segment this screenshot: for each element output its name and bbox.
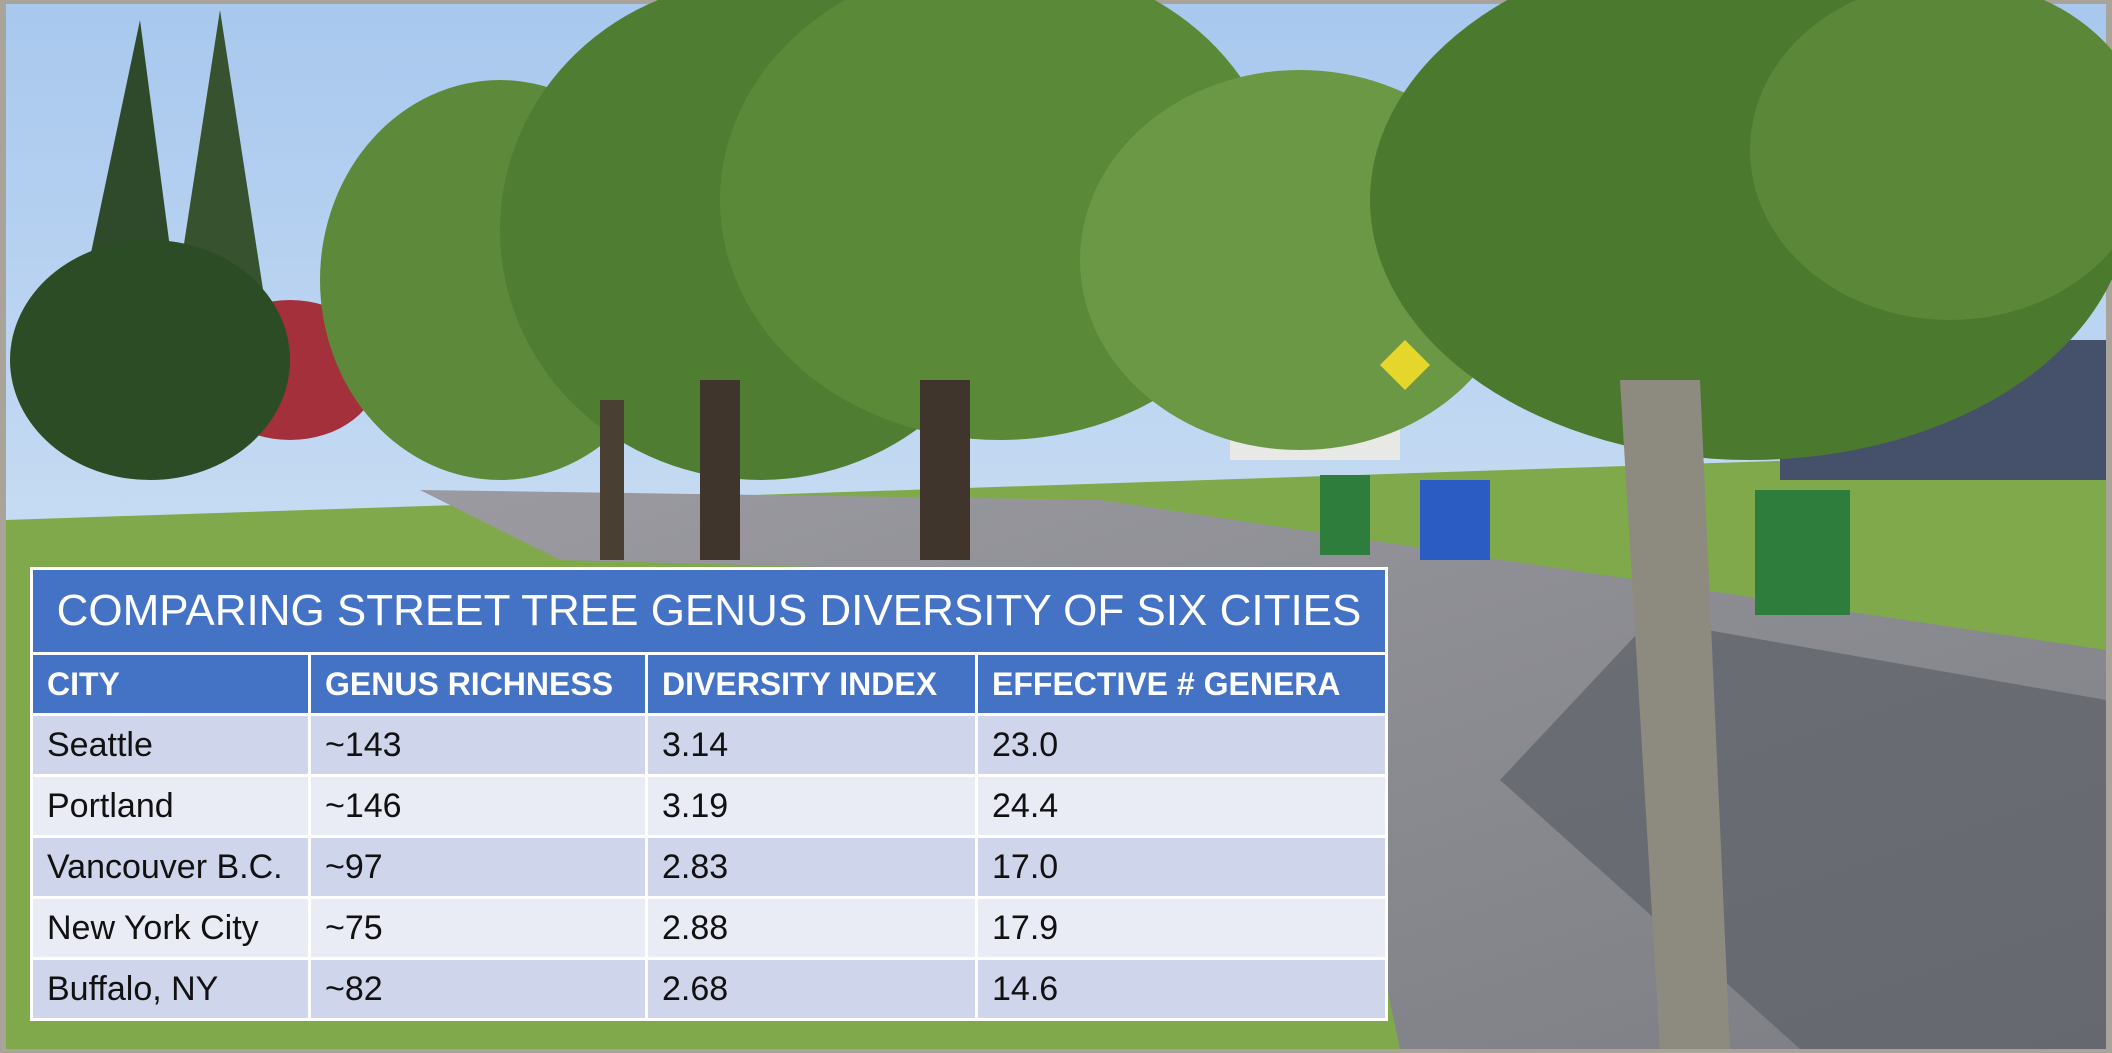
header-cell: GENUS RICHNESS xyxy=(310,654,647,715)
table-cell: 14.6 xyxy=(977,959,1387,1020)
table-title: COMPARING STREET TREE GENUS DIVERSITY OF… xyxy=(32,569,1387,654)
trunk xyxy=(600,400,624,560)
trunk xyxy=(700,380,740,560)
table-cell: New York City xyxy=(32,898,310,959)
table-cell: ~82 xyxy=(310,959,647,1020)
table-cell: 17.9 xyxy=(977,898,1387,959)
bin xyxy=(1420,480,1490,560)
bin xyxy=(1320,475,1370,555)
header-cell: DIVERSITY INDEX xyxy=(647,654,977,715)
table-cell: 24.4 xyxy=(977,776,1387,837)
table-cell: 2.88 xyxy=(647,898,977,959)
table-cell: 23.0 xyxy=(977,715,1387,776)
table-cell: Portland xyxy=(32,776,310,837)
table-cell: 17.0 xyxy=(977,837,1387,898)
table-cell: Buffalo, NY xyxy=(32,959,310,1020)
tree xyxy=(10,240,290,480)
slide: COMPARING STREET TREE GENUS DIVERSITY OF… xyxy=(0,0,2112,1053)
table-cell: 2.83 xyxy=(647,837,977,898)
header-cell: CITY xyxy=(32,654,310,715)
page: COMPARING STREET TREE GENUS DIVERSITY OF… xyxy=(0,0,2112,1053)
table-cell: 3.19 xyxy=(647,776,977,837)
table-cell: ~143 xyxy=(310,715,647,776)
data-table: COMPARING STREET TREE GENUS DIVERSITY OF… xyxy=(30,567,1388,1021)
title-row: COMPARING STREET TREE GENUS DIVERSITY OF… xyxy=(32,569,1387,654)
table-cell: ~146 xyxy=(310,776,647,837)
bin xyxy=(1755,490,1850,615)
table-cell: ~75 xyxy=(310,898,647,959)
table-cell: ~97 xyxy=(310,837,647,898)
trunk xyxy=(920,380,970,560)
table-cell: Vancouver B.C. xyxy=(32,837,310,898)
table-cell: Seattle xyxy=(32,715,310,776)
table-cell: 3.14 xyxy=(647,715,977,776)
table-cell: 2.68 xyxy=(647,959,977,1020)
header-cell: EFFECTIVE # GENERA xyxy=(977,654,1387,715)
